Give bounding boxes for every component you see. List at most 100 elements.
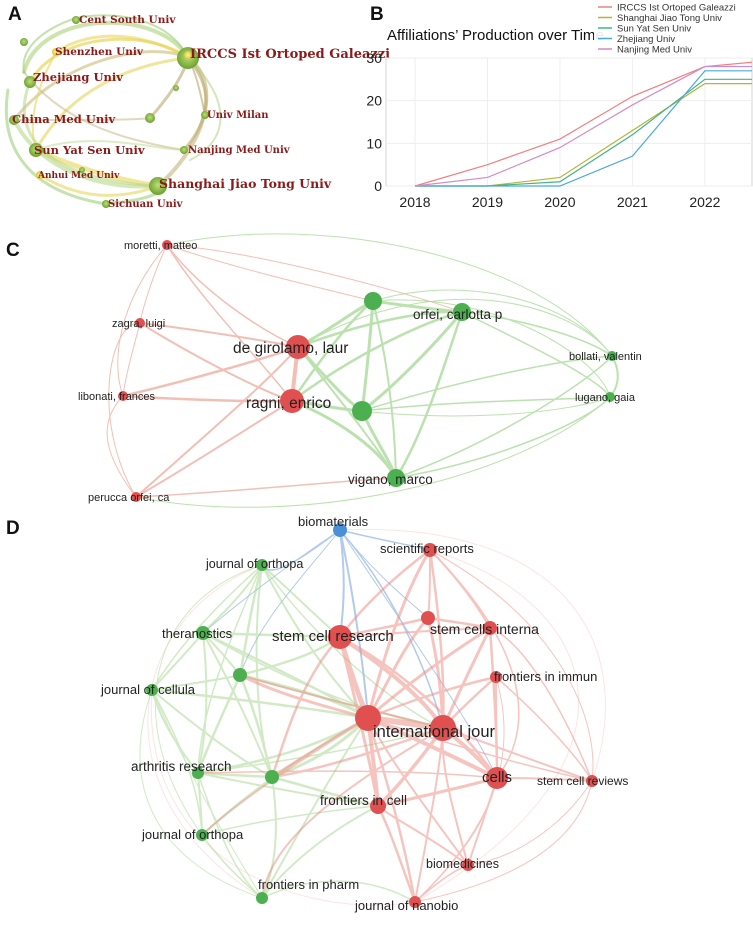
legend-box	[594, 1, 752, 56]
label-china-med: China Med Univ	[12, 112, 116, 126]
legend-label-0: IRCCS Ist Ortoped Galeazzi	[617, 3, 736, 14]
x-tick-label: 2020	[544, 194, 575, 210]
label-lugano: lugano, gaia	[575, 392, 636, 404]
label-de-girolamo: de girolamo, laur	[233, 340, 348, 357]
chart-title: Affiliations’ Production over Time	[387, 27, 604, 44]
node-green-1	[364, 292, 382, 310]
node-small-2	[145, 113, 155, 123]
node-small-4	[79, 167, 85, 173]
label-univ-milan: Univ Milan	[207, 110, 269, 121]
panel-a-labels: Cent South Univ Shenzhen Univ IRCCS Ist …	[12, 14, 390, 210]
y-tick-label: 30	[366, 50, 382, 66]
label-zagra: zagra, luigi	[112, 318, 165, 330]
label-nanjing: Nanjing Med Univ	[188, 145, 291, 156]
panel-a-nodes	[9, 16, 209, 208]
panel-b: B Affiliations’ Production over Time 0 10…	[366, 1, 753, 210]
label-shenzhen: Shenzhen Univ	[55, 46, 144, 58]
node-de-girolamo	[286, 335, 310, 359]
series-line-3	[414, 70, 752, 187]
node-international-jour-1	[355, 705, 381, 731]
x-tick-label: 2022	[689, 194, 720, 210]
node-biomedicines	[462, 859, 474, 871]
node-stem-cell-reviews	[586, 775, 598, 787]
chart-y-ticks: 0 10 20 30	[366, 50, 382, 194]
node-zagra	[135, 318, 145, 328]
node-green-2	[352, 401, 372, 421]
y-tick-label: 10	[366, 135, 382, 151]
label-stem-cell-research: stem cell research	[272, 628, 394, 645]
node-shanghai	[149, 177, 167, 195]
node-green-lower	[265, 770, 279, 784]
label-biomaterials: biomaterials	[298, 514, 369, 529]
label-journal-cellula: journal of cellula	[100, 682, 196, 697]
panel-a: A	[4, 4, 390, 210]
label-journal-orthopa-2: journal of orthopa	[141, 827, 244, 842]
label-vigano: vigano, marco	[348, 472, 433, 487]
label-cent-south: Cent South Univ	[79, 14, 176, 26]
label-theranostics: theranostics	[162, 626, 233, 641]
label-journal-orthopa-1: journal of orthopa	[205, 557, 303, 571]
label-zhejiang: Zhejiang Univ	[33, 70, 123, 84]
node-china-med	[9, 115, 19, 125]
label-irccs: IRCCS Ist Ortoped Galeazzi	[190, 47, 390, 62]
panel-c: C	[6, 233, 642, 508]
x-tick-label: 2018	[399, 194, 430, 210]
label-moretti: moretti, matteo	[124, 240, 197, 252]
label-shanghai: Shanghai Jiao Tong Univ	[159, 176, 332, 191]
label-frontiers-cell: frontiers in cell	[320, 793, 407, 808]
panel-label-a: A	[8, 4, 22, 25]
panel-c-nodes	[118, 240, 617, 502]
node-frontiers-pharm	[256, 892, 268, 904]
series-line-4	[414, 65, 752, 187]
label-frontiers-pharm: frontiers in pharm	[258, 877, 359, 892]
node-libonati	[118, 391, 128, 401]
y-tick-label: 20	[366, 93, 382, 109]
node-frontiers-immun	[490, 671, 502, 683]
series-line-0	[414, 61, 753, 187]
y-tick-label: 0	[374, 178, 382, 194]
node-bollati	[607, 351, 617, 361]
node-journal-nanobio	[409, 896, 421, 908]
x-tick-label: 2019	[472, 194, 503, 210]
node-cells	[486, 767, 508, 789]
node-cent-south	[72, 16, 80, 24]
node-international-jour-2	[430, 715, 456, 741]
legend-label-3: Zhejiang Univ	[617, 34, 675, 45]
label-stem-cell-reviews: stem cell reviews	[537, 774, 628, 788]
label-bollati: bollati, valentin	[569, 351, 642, 363]
node-shenzhen	[52, 48, 60, 56]
node-journal-orthopa-1	[256, 559, 268, 571]
label-perucca: perucca orfei, ca	[88, 492, 170, 504]
node-arthritis-research	[192, 767, 204, 779]
panel-c-links	[106, 233, 619, 508]
chart-lines	[414, 61, 753, 187]
node-red-small	[421, 611, 435, 625]
panel-c-labels: moretti, matteo zagra, luigi de girolamo…	[78, 240, 642, 504]
label-ragni: ragni, enrico	[246, 395, 331, 412]
node-sichuan	[102, 200, 110, 208]
panel-label-b: B	[370, 4, 384, 25]
label-libonati: libonati, frances	[78, 391, 156, 403]
panel-d: D	[6, 514, 628, 913]
x-tick-label: 2021	[617, 194, 648, 210]
label-arthritis-research: arthritis research	[131, 759, 232, 774]
node-stem-cell-research	[328, 625, 352, 649]
label-anhui: Anhui Med Univ	[37, 171, 120, 181]
node-irccs-core	[184, 51, 192, 59]
label-stem-cells-interna: stem cells interna	[430, 621, 539, 637]
label-sichuan: Sichuan Univ	[108, 199, 184, 210]
node-scientific-reports	[423, 543, 437, 557]
label-scientific-reports: scientific reports	[380, 541, 474, 556]
node-journal-cellula	[146, 684, 158, 696]
node-lugano	[605, 392, 615, 402]
node-small-1	[20, 38, 28, 46]
node-univ-milan	[201, 111, 209, 119]
node-journal-orthopa-2	[196, 829, 208, 841]
chart-grid	[385, 57, 753, 187]
label-cells: cells	[482, 769, 512, 786]
label-biomedicines: biomedicines	[426, 857, 499, 871]
label-international-jour: international jour	[373, 723, 495, 741]
